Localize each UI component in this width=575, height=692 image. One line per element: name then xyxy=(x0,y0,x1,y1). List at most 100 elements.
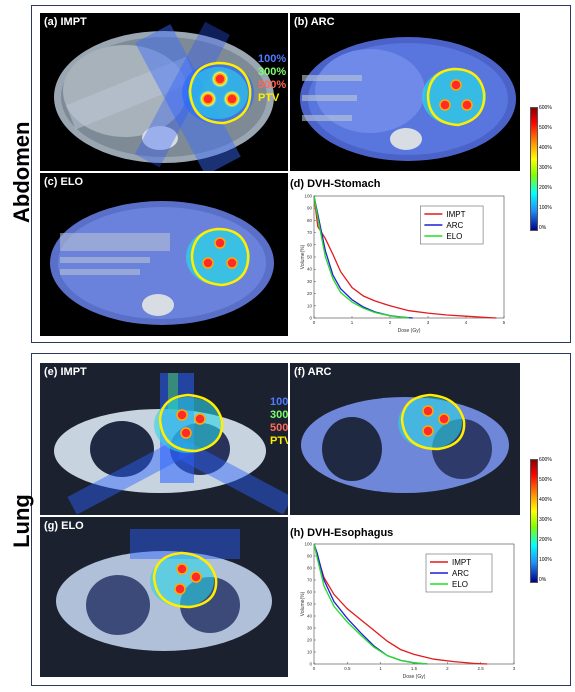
legend-300: 300% xyxy=(258,66,287,78)
panel-c-elo-abdomen: (c) ELO xyxy=(40,173,288,336)
x-tick-label: 1.5 xyxy=(411,666,418,671)
y-tick-label: 30 xyxy=(307,626,313,631)
abdomen-ct-image-b xyxy=(300,37,516,161)
abdomen-ct-image-a xyxy=(54,21,274,171)
cbar-tick: 100% xyxy=(539,205,552,211)
panel-e-label: (e) IMPT xyxy=(44,366,87,378)
y-tick-label: 40 xyxy=(307,614,313,619)
dvh-esophagus-chart: 0 10 20 30 40 50 60 70 80 90 100 0 0.5 1 1.5 2 2.5 3 Dose … xyxy=(300,540,520,680)
panel-f-arc-lung: (f) ARC xyxy=(290,363,520,515)
abdomen-section-label: Abdomen xyxy=(9,121,34,223)
cbar-tick: 300% xyxy=(539,165,552,171)
cbar-tick: 400% xyxy=(539,145,552,151)
y-tick-label: 80 xyxy=(307,566,313,571)
y-tick-label: 40 xyxy=(307,267,313,272)
y-tick-label: 50 xyxy=(307,255,313,260)
y-tick-label: 10 xyxy=(307,650,313,655)
y-tick-label: 0 xyxy=(309,662,312,667)
series-line-elo xyxy=(313,195,410,319)
cbar-tick: 200% xyxy=(539,185,552,191)
panel-a-label: (a) IMPT xyxy=(44,16,87,28)
legend-ptv: PTV xyxy=(258,92,280,104)
abdomen-ct-image-c xyxy=(50,201,274,325)
legend-label-impt: IMPT xyxy=(452,558,471,567)
lung-ct-image-g xyxy=(40,517,288,677)
x-tick-label: 4 xyxy=(465,320,468,325)
legend-100: 100% xyxy=(270,396,288,408)
cbar-tick: 500% xyxy=(539,477,552,483)
y-tick-label: 90 xyxy=(307,206,313,211)
y-tick-label: 30 xyxy=(307,279,313,284)
colorbar-lung xyxy=(530,459,538,583)
cbar-tick: 600% xyxy=(539,105,552,111)
y-tick-label: 90 xyxy=(307,554,313,559)
panel-g-elo-lung: (g) ELO xyxy=(40,517,288,677)
x-tick-label: 0 xyxy=(313,666,316,671)
y-tick-label: 60 xyxy=(307,242,313,247)
y-axis-label: Volume(%) xyxy=(300,244,306,269)
lung-ct-image-f xyxy=(290,363,520,515)
y-tick-label: 70 xyxy=(307,578,313,583)
x-tick-label: 3 xyxy=(513,666,516,671)
series-line-impt xyxy=(313,543,488,665)
lung-ct-image-e xyxy=(40,363,288,515)
y-tick-label: 50 xyxy=(307,602,313,607)
legend-label-arc: ARC xyxy=(452,569,469,578)
y-tick-label: 20 xyxy=(307,638,313,643)
isodose-legend-lung: 100% 300% 500% PTV xyxy=(270,396,288,448)
legend-label-elo: ELO xyxy=(446,232,462,241)
cbar-tick: 300% xyxy=(539,517,552,523)
panel-b-arc-abdomen: (b) ARC xyxy=(290,13,520,171)
cbar-tick: 0% xyxy=(539,577,547,583)
panel-f-label: (f) ARC xyxy=(294,366,332,378)
cbar-tick: 100% xyxy=(539,557,552,563)
y-tick-label: 20 xyxy=(307,291,313,296)
lung-section-label: Lung xyxy=(9,494,34,548)
legend-ptv: PTV xyxy=(270,435,288,447)
y-tick-label: 70 xyxy=(307,230,313,235)
y-axis-label: Volume(%) xyxy=(300,591,306,616)
panel-e-impt-lung: (e) IMPT 100% 300% 500% PTV xyxy=(40,363,288,515)
y-tick-label: 60 xyxy=(307,590,313,595)
dvh-esophagus-title: (h) DVH-Esophagus xyxy=(290,527,394,539)
dvh-stomach-title: (d) DVH-Stomach xyxy=(290,178,381,190)
cbar-tick: 600% xyxy=(539,457,552,463)
x-axis-label: Dose (Gy) xyxy=(403,674,426,680)
y-tick-label: 80 xyxy=(307,218,313,223)
legend-300: 300% xyxy=(270,409,288,421)
series-line-impt xyxy=(313,195,497,319)
y-tick-label: 100 xyxy=(304,194,312,199)
isodose-legend-abdomen: 100% 300% 500% PTV xyxy=(258,53,288,105)
cbar-tick: 500% xyxy=(539,125,552,131)
x-axis-label: Dose (Gy) xyxy=(398,328,421,334)
colorbar-abdomen xyxy=(530,107,538,231)
x-tick-label: 5 xyxy=(503,320,506,325)
legend-label-arc: ARC xyxy=(446,221,463,230)
y-tick-label: 10 xyxy=(307,303,313,308)
series-line-elo xyxy=(313,543,428,665)
x-tick-label: 1 xyxy=(379,666,382,671)
cbar-tick: 400% xyxy=(539,497,552,503)
panel-a-impt-abdomen: (a) IMPT 100% 300% 500% PTV xyxy=(40,13,288,171)
legend-box xyxy=(425,553,493,593)
panel-c-label: (c) ELO xyxy=(44,176,84,188)
x-tick-label: 0.5 xyxy=(344,666,351,671)
x-tick-label: 2 xyxy=(389,320,392,325)
x-tick-label: 2 xyxy=(446,666,449,671)
cbar-tick: 0% xyxy=(539,225,547,231)
y-tick-label: 0 xyxy=(309,316,312,321)
legend-100: 100% xyxy=(258,53,287,65)
x-tick-label: 2.5 xyxy=(478,666,485,671)
dvh-stomach-chart: 0 10 20 30 40 50 60 70 80 90 100 0 1 2 3 4 5 Dose (Gy) Vol… xyxy=(300,192,510,334)
x-tick-label: 0 xyxy=(313,320,316,325)
legend-500: 500% xyxy=(270,422,288,434)
cbar-tick: 200% xyxy=(539,537,552,543)
x-tick-label: 1 xyxy=(351,320,354,325)
panel-g-label: (g) ELO xyxy=(44,520,84,532)
legend-label-elo: ELO xyxy=(452,580,468,589)
x-tick-label: 3 xyxy=(427,320,430,325)
y-tick-label: 100 xyxy=(304,542,312,547)
panel-b-label: (b) ARC xyxy=(294,16,335,28)
legend-500: 500% xyxy=(258,79,287,91)
legend-label-impt: IMPT xyxy=(446,210,465,219)
